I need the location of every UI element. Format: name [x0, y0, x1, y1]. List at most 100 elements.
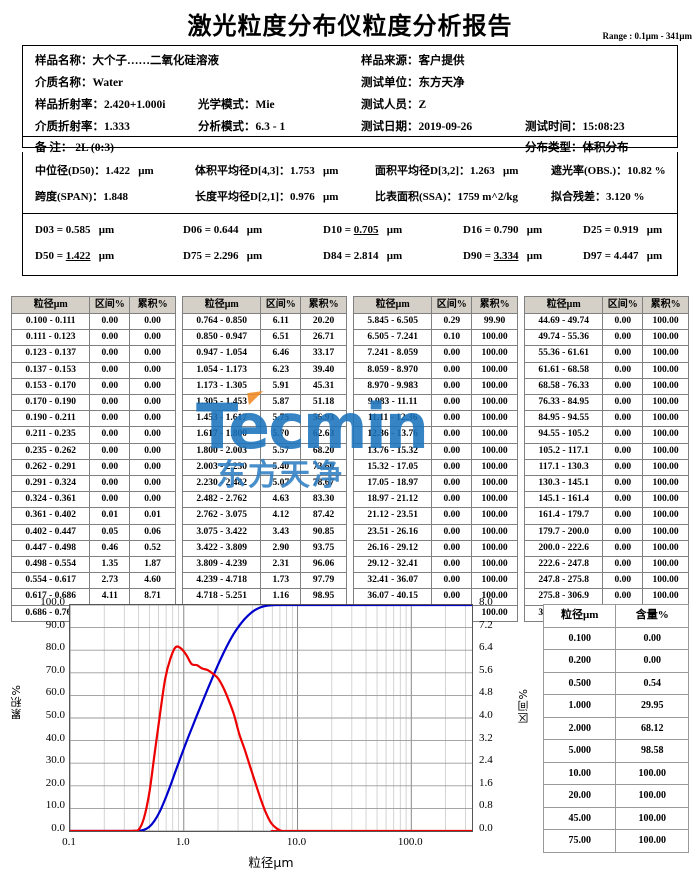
cell-cumulative-pct: 87.42 [300, 507, 347, 525]
cell-size: 1.000 [542, 694, 617, 718]
d-value-unit: μm [90, 250, 115, 262]
cell-cumulative-pct: 100.00 [642, 588, 689, 606]
cell-size-range: 23.51 - 26.16 [352, 523, 433, 541]
column-header-3: 累积% [129, 296, 176, 314]
table-row: 0.947 - 1.054 6.46 33.17 [181, 345, 347, 363]
stat-span-label: 跨度(SPAN)： [35, 191, 104, 203]
stat-d50: 中位径(D50)：1.422 μm [35, 162, 154, 178]
y-tick-right: 3.2 [479, 731, 493, 744]
cell-cumulative-pct: 100.00 [642, 394, 689, 412]
table-row: 0.111 - 0.123 0.00 0.00 [10, 329, 176, 347]
table-row: 0.235 - 0.262 0.00 0.00 [10, 442, 176, 460]
cell-interval-pct: 0.00 [602, 361, 644, 379]
cell-cumulative-pct: 62.63 [300, 426, 347, 444]
cell-cumulative-pct: 100.00 [471, 539, 518, 558]
cell-size-range: 0.554 - 0.617 [10, 572, 91, 590]
y-tick-left: 0.0 [51, 822, 65, 834]
cell-interval-pct: 6.11 [260, 312, 302, 331]
table-row: 15.32 - 17.05 0.00 100.00 [352, 458, 518, 477]
cell-content-pct: 100.00 [615, 829, 689, 853]
cell-cumulative-pct: 56.93 [300, 410, 347, 428]
stat-residual: 拟合残差：3.120 % [551, 188, 645, 204]
table-row: 247.8 - 275.8 0.00 100.00 [523, 572, 689, 590]
remark-row: 备 注： 2L (0:3) [35, 139, 114, 155]
cell-cumulative-pct: 100.00 [642, 345, 689, 363]
stat-ssa-value: 1759 m^2/kg [457, 191, 518, 203]
table-header-row: 粒径μm 区间% 累积% [10, 296, 176, 314]
cell-size-range: 44.69 - 49.74 [523, 312, 604, 331]
d-value-number: 0.585 [65, 224, 91, 236]
table-row: 1.173 - 1.305 5.91 45.31 [181, 377, 347, 396]
medium-ri-row: 介质折射率：1.333 [35, 118, 130, 134]
cell-size-range: 105.2 - 117.1 [523, 442, 604, 460]
medium-ri-label: 介质折射率： [35, 121, 104, 133]
cell-content-pct: 100.00 [615, 806, 689, 830]
cell-content-pct: 29.95 [615, 694, 689, 718]
cell-interval-pct: 1.73 [260, 572, 302, 590]
test-unit-label: 测试单位： [361, 77, 419, 89]
table-row: 3.075 - 3.422 3.43 90.85 [181, 523, 347, 541]
y-tick-right: 2.4 [479, 754, 493, 767]
y-tick-left: 40.0 [45, 731, 65, 744]
cell-interval-pct: 0.00 [602, 491, 644, 509]
column-header-3: 累积% [300, 296, 347, 314]
d-value-unit: μm [90, 224, 115, 236]
cell-size-range: 11.11 - 12.36 [352, 410, 433, 428]
sample-name-value: 大个子……二氧化硅溶液 [92, 55, 220, 67]
d-value-d75: D75 = 2.296 μm [183, 250, 262, 262]
cell-size-range: 61.61 - 68.58 [523, 361, 604, 379]
cell-cumulative-pct: 96.06 [300, 556, 347, 574]
stat-d21-label: 长度平均径D[2,1]： [195, 191, 291, 203]
cell-interval-pct: 0.00 [431, 426, 473, 444]
cell-cumulative-pct: 51.18 [300, 394, 347, 412]
cell-size-range: 18.97 - 21.12 [352, 491, 433, 509]
table-row: 1.800 - 2.003 5.57 68.20 [181, 442, 347, 460]
column-header-2: 区间% [89, 296, 131, 314]
cell-size-range: 94.55 - 105.2 [523, 426, 604, 444]
cell-interval-pct: 0.00 [602, 442, 644, 460]
cell-interval-pct: 0.00 [431, 377, 473, 396]
cell-size-range: 179.7 - 200.0 [523, 523, 604, 541]
cell-size-range: 161.4 - 179.7 [523, 507, 604, 525]
cell-content-pct: 100.00 [615, 761, 689, 785]
cell-size-range: 55.36 - 61.61 [523, 345, 604, 363]
cell-size-range: 2.230 - 2.482 [181, 475, 262, 493]
table-row: 5.000 98.58 [542, 739, 689, 763]
cell-interval-pct: 2.90 [260, 539, 302, 558]
cell-interval-pct: 0.00 [89, 458, 131, 477]
cell-cumulative-pct: 73.60 [300, 458, 347, 477]
test-time-label: 测试时间： [525, 121, 583, 133]
table-header-row: 粒径μm 含量% [542, 604, 689, 628]
cell-cumulative-pct: 0.00 [129, 491, 176, 509]
cell-interval-pct: 0.00 [431, 475, 473, 493]
stat-residual-value: 3.120 % [606, 191, 645, 203]
cell-interval-pct: 0.00 [602, 345, 644, 363]
table-row: 0.500 0.54 [542, 671, 689, 695]
table-row: 5.845 - 6.505 0.29 99.90 [352, 312, 518, 331]
cell-cumulative-pct: 0.00 [129, 426, 176, 444]
y-tick-right: 1.6 [479, 776, 493, 789]
stat-d43-value: 1.753 [290, 165, 315, 177]
d-value-number: 4.447 [613, 250, 639, 262]
cell-size-range: 4.239 - 4.718 [181, 572, 262, 590]
cell-size-range: 7.241 - 8.059 [352, 345, 433, 363]
cell-interval-pct: 0.00 [89, 329, 131, 347]
cell-size-range: 275.8 - 306.9 [523, 588, 604, 606]
cell-size-range: 222.6 - 247.8 [523, 556, 604, 574]
cell-cumulative-pct: 100.00 [642, 458, 689, 477]
cell-size-range: 84.95 - 94.55 [523, 410, 604, 428]
y-tick-right: 4.0 [479, 709, 493, 721]
y-tick-left: 60.0 [45, 686, 65, 699]
d-value-unit: μm [238, 250, 263, 262]
summary-header-2: 含量% [615, 604, 689, 628]
stat-obs-label: 遮光率(OBS.)： [551, 165, 628, 177]
table-row: 0.498 - 0.554 1.35 1.87 [10, 556, 176, 574]
cell-cumulative-pct: 0.52 [129, 539, 176, 558]
cell-cumulative-pct: 100.00 [471, 491, 518, 509]
analysis-mode-value: 6.3 - 1 [255, 121, 286, 133]
cell-cumulative-pct: 100.00 [642, 426, 689, 444]
sample-name-row: 样品名称：大个子……二氧化硅溶液 [35, 52, 219, 68]
table-row: 1.000 29.95 [542, 694, 689, 718]
cell-interval-pct: 0.01 [89, 507, 131, 525]
cell-size-range: 2.482 - 2.762 [181, 491, 262, 509]
